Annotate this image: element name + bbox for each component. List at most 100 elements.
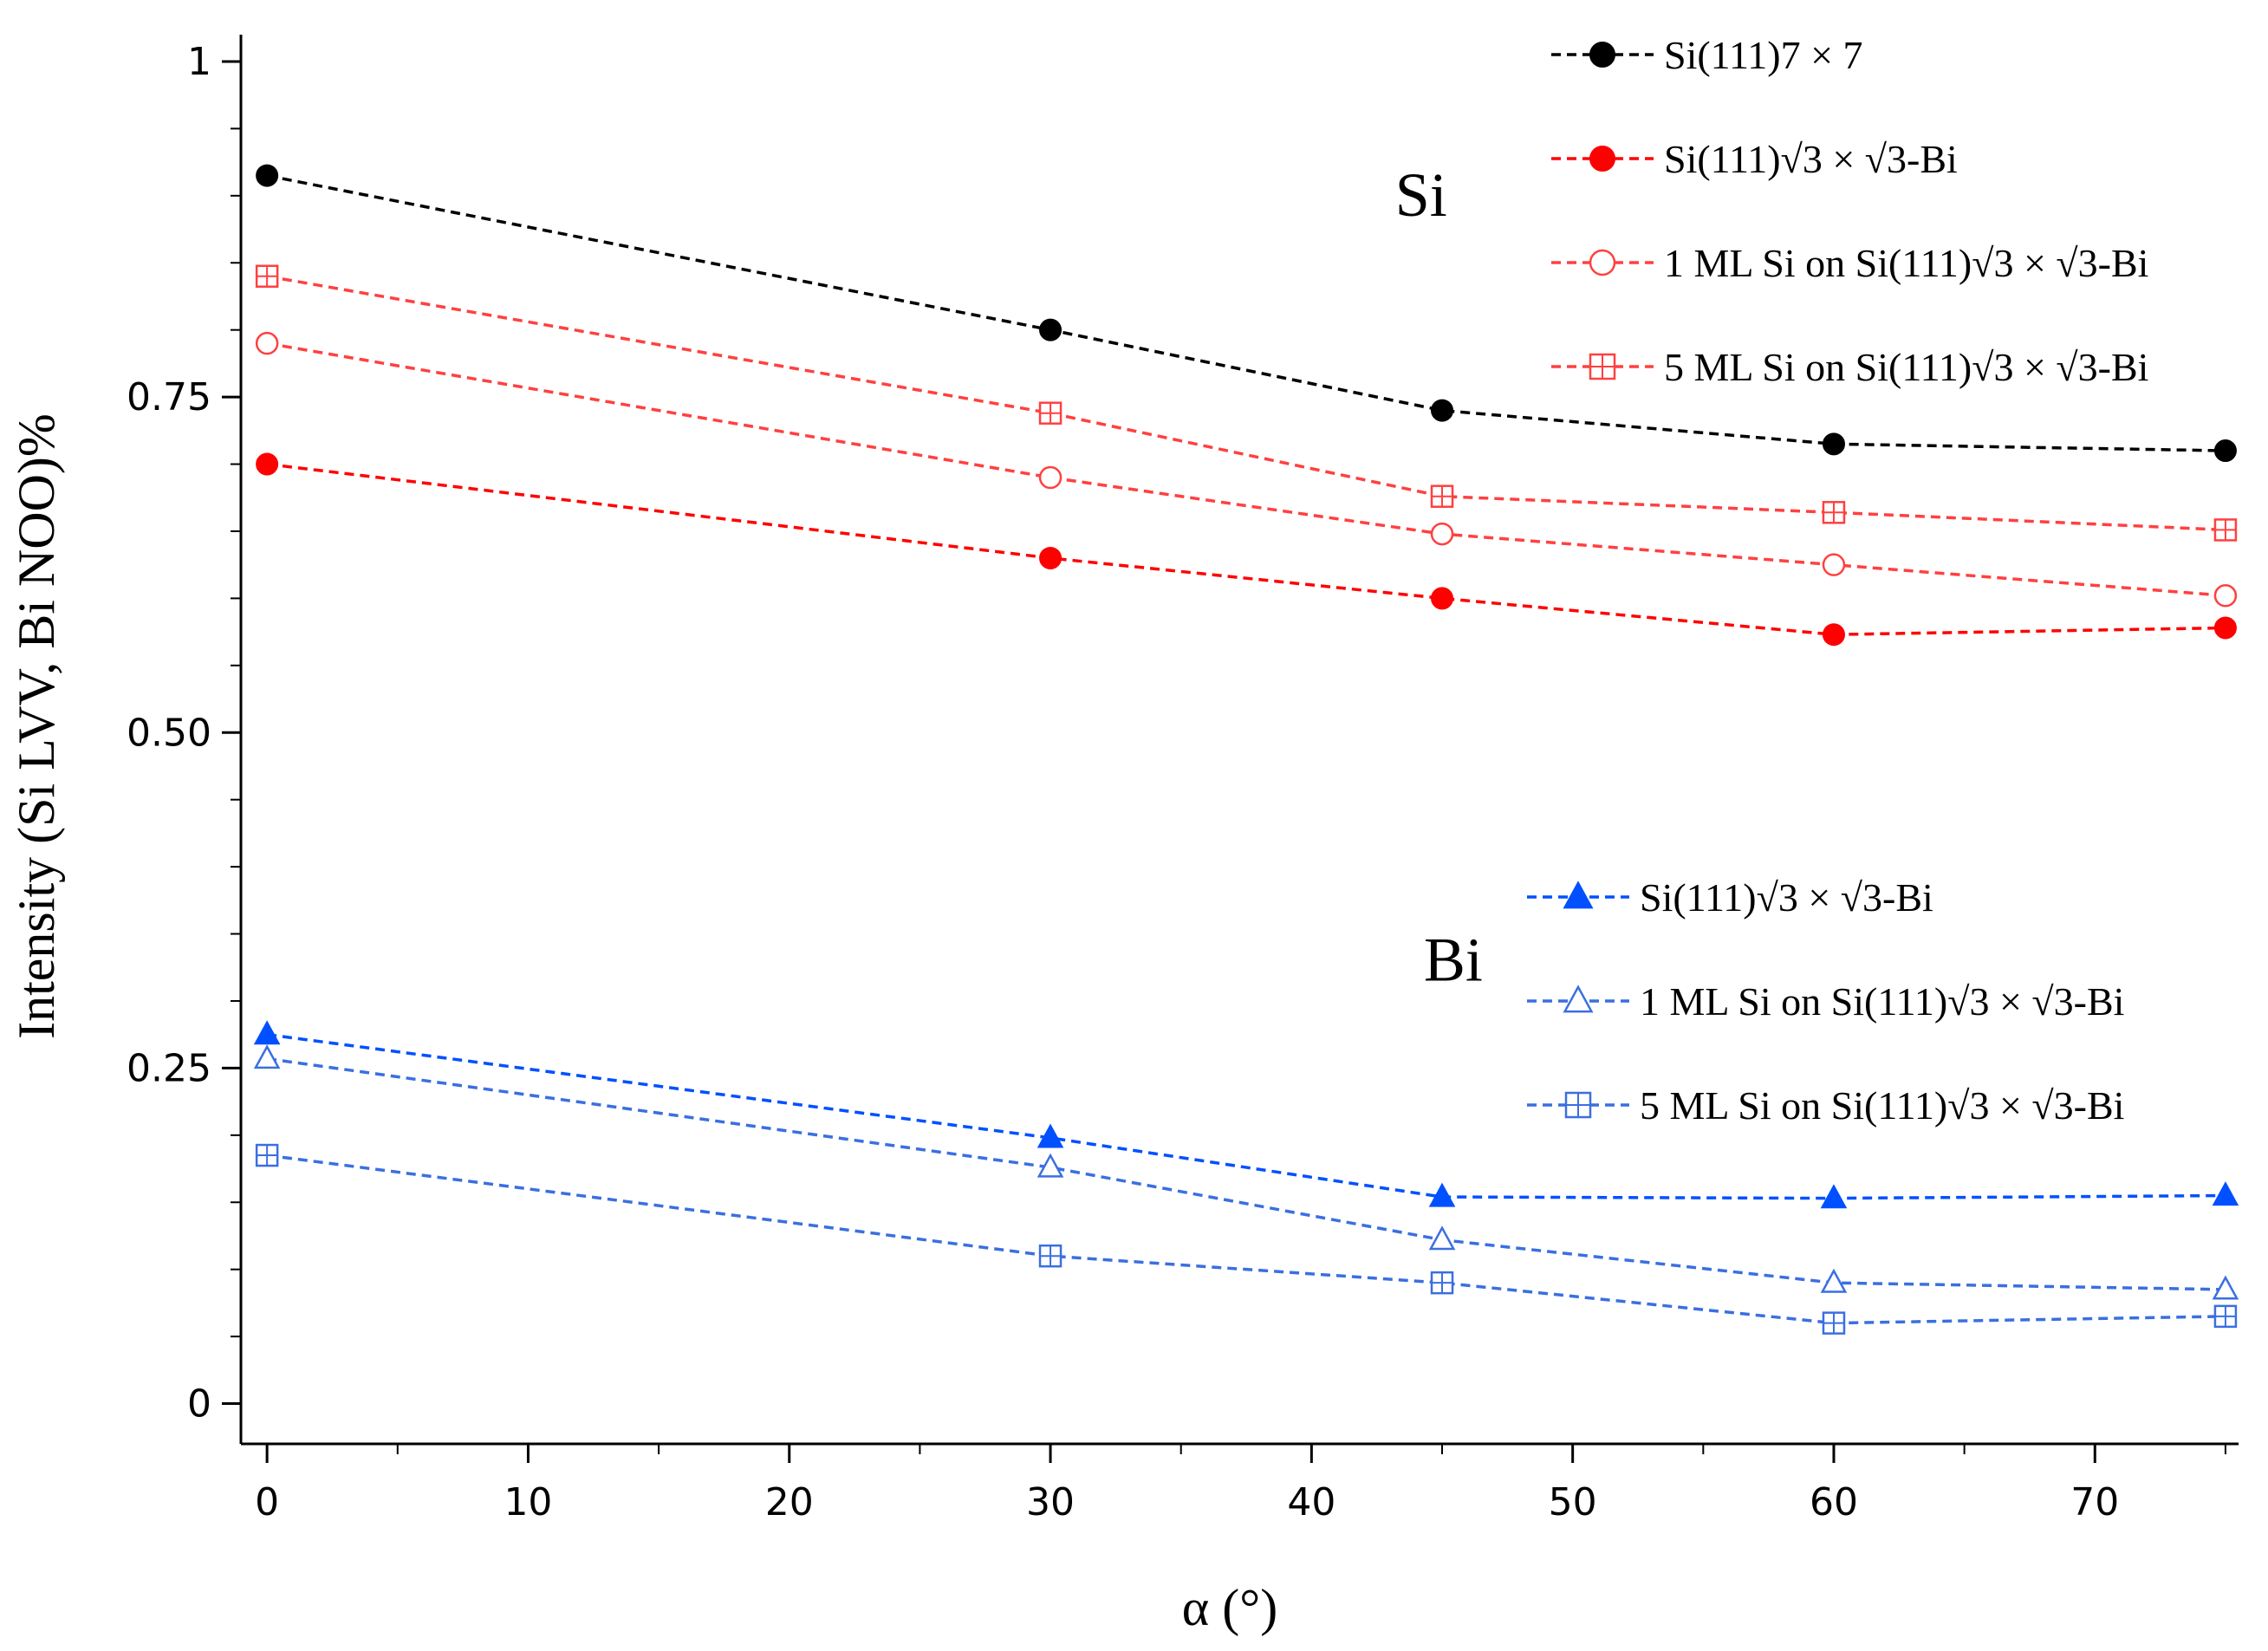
x-tick-label: 40 [1287, 1480, 1335, 1524]
data-point [1428, 1225, 1456, 1251]
legend-label: 5 ML Si on Si(111)√3 × √3-Bi [1640, 1083, 2124, 1128]
data-point [2213, 616, 2237, 640]
x-tick-label: 20 [765, 1480, 814, 1524]
x-tick-label: 10 [504, 1480, 552, 1524]
legend: Si(111)7 × 7 Si(111)√3 × √3-Bi 1 ML Si on … [1527, 33, 2148, 1128]
marker-shape [256, 452, 279, 476]
legend-item-si-3: 5 ML Si on Si(111)√3 × √3-Bi [1551, 345, 2148, 389]
series-si-1 [256, 452, 2237, 647]
marker-shape [1563, 881, 1594, 909]
data-point [2212, 1181, 2239, 1206]
data-point [1822, 1311, 1846, 1335]
series-line [266, 462, 2226, 636]
marker-shape [1431, 399, 1454, 422]
marker-shape [255, 331, 279, 355]
legend-label: 5 ML Si on Si(111)√3 × √3-Bi [1664, 345, 2148, 389]
legend-marker [1564, 1091, 1592, 1119]
data-point [1822, 432, 1845, 456]
legend-marker [1589, 353, 1616, 380]
data-point [256, 452, 279, 476]
data-point [1431, 587, 1454, 610]
data-point [2213, 518, 2238, 542]
legend-label: Si(111)7 × 7 [1664, 33, 1863, 77]
marker-shape [1039, 546, 1063, 569]
marker-shape [1820, 1268, 1848, 1293]
marker-shape [1822, 623, 1845, 647]
marker-shape [2212, 1275, 2239, 1300]
x-tick-label: 50 [1549, 1480, 1597, 1524]
marker-shape [2213, 439, 2237, 463]
marker-shape [1589, 42, 1615, 68]
marker-shape [1563, 985, 1594, 1013]
annotation-si: Si [1395, 160, 1447, 230]
marker-shape [1589, 249, 1616, 276]
marker-shape [2213, 584, 2238, 608]
marker-shape [1431, 587, 1454, 610]
marker-shape [1037, 1153, 1064, 1178]
legend-item-si-2: 1 ML Si on Si(111)√3 × √3-Bi [1551, 241, 2148, 285]
data-point [1431, 399, 1454, 422]
data-point [1038, 401, 1063, 425]
legend-item-si-1: Si(111)√3 × √3-Bi [1551, 137, 1958, 181]
marker-shape [1428, 1182, 1456, 1207]
x-tick-label: 70 [2070, 1480, 2119, 1524]
data-point [1822, 623, 1845, 647]
legend-marker [1589, 249, 1616, 276]
data-point [1820, 1268, 1848, 1293]
marker-shape [2212, 1181, 2239, 1206]
plot-area [253, 164, 2239, 1335]
annotation-bi: Bi [1424, 926, 1483, 995]
data-point [253, 1044, 281, 1069]
data-point [255, 1143, 279, 1167]
marker-shape [1038, 465, 1063, 490]
data-point [2213, 1304, 2238, 1329]
series-bi-5 [253, 1044, 2239, 1300]
marker-shape [2213, 616, 2237, 640]
y-tick-label: 0.50 [127, 711, 211, 755]
y-axis-label: Intensity (Si LVV, Bi NOO)% [8, 413, 65, 1039]
data-point [1037, 1153, 1064, 1178]
marker-shape [1037, 1123, 1064, 1148]
series-line [266, 173, 2226, 452]
legend-item-bi-4: Si(111)√3 × √3-Bi [1527, 875, 1933, 920]
x-tick-label: 60 [1810, 1480, 1858, 1524]
series-bi-4 [253, 1020, 2239, 1209]
marker-shape [253, 1020, 281, 1045]
series-bi-6 [255, 1143, 2238, 1335]
legend-marker [1563, 985, 1594, 1013]
legend-label: Si(111)√3 × √3-Bi [1664, 137, 1958, 181]
marker-shape [1428, 1225, 1456, 1251]
data-point [255, 331, 279, 355]
legend-marker [1563, 881, 1594, 909]
y-tick-label: 1 [187, 40, 211, 84]
marker-shape [256, 164, 279, 187]
annotations: Si Bi [1395, 160, 1483, 995]
legend-marker [1589, 42, 1615, 68]
data-point [1039, 318, 1063, 341]
series-si-2 [255, 331, 2238, 608]
data-point [1430, 484, 1454, 508]
marker-shape [1589, 146, 1615, 172]
legend-marker [1589, 146, 1615, 172]
series-line [266, 1154, 2226, 1325]
marker-shape [1820, 1184, 1848, 1209]
marker-shape [1430, 522, 1454, 546]
series-line [266, 275, 2226, 532]
legend-label: 1 ML Si on Si(111)√3 × √3-Bi [1640, 979, 2124, 1024]
x-tick-label: 0 [255, 1480, 279, 1524]
legend-label: 1 ML Si on Si(111)√3 × √3-Bi [1664, 241, 2148, 285]
data-point [1430, 1271, 1454, 1295]
marker-shape [1039, 318, 1063, 341]
data-point [1038, 1244, 1063, 1268]
data-point [253, 1020, 281, 1045]
series-si-3 [255, 264, 2238, 542]
data-point [1039, 546, 1063, 569]
legend-item-bi-5: 1 ML Si on Si(111)√3 × √3-Bi [1527, 979, 2124, 1024]
legend-item-bi-6: 5 ML Si on Si(111)√3 × √3-Bi [1527, 1083, 2124, 1128]
x-axis-label: α (°) [1182, 1579, 1277, 1636]
data-point [255, 264, 279, 288]
y-tick-label: 0.25 [127, 1046, 211, 1090]
marker-shape [1822, 553, 1846, 576]
data-point [2213, 584, 2238, 608]
